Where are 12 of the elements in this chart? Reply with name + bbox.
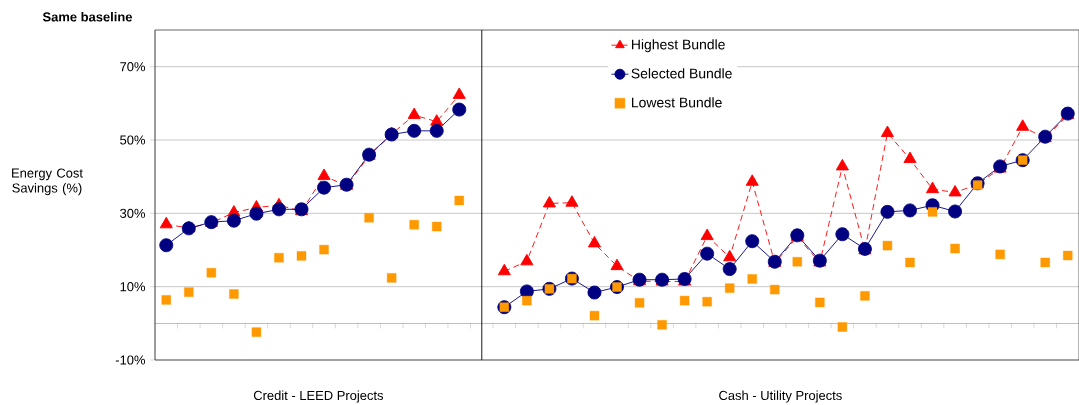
- legend-label: Selected Bundle: [631, 68, 732, 79]
- y-tick-label: -10%: [115, 355, 146, 365]
- y-tick-label: 50%: [120, 135, 146, 145]
- text: Same baseline: [42, 11, 133, 22]
- legend-label: Highest Bundle: [632, 39, 725, 53]
- y-tick-label: 70%: [120, 62, 146, 72]
- text: Credit - LEED Projects: [253, 390, 384, 403]
- y-tick-label: 30%: [120, 208, 146, 218]
- text: Cash - Utility Projects: [719, 390, 842, 403]
- legend-label: Lowest Bundle: [632, 97, 722, 108]
- y-tick-label: 10%: [120, 282, 146, 292]
- y-axis-title: Energy Cost Savings (%): [12, 168, 83, 196]
